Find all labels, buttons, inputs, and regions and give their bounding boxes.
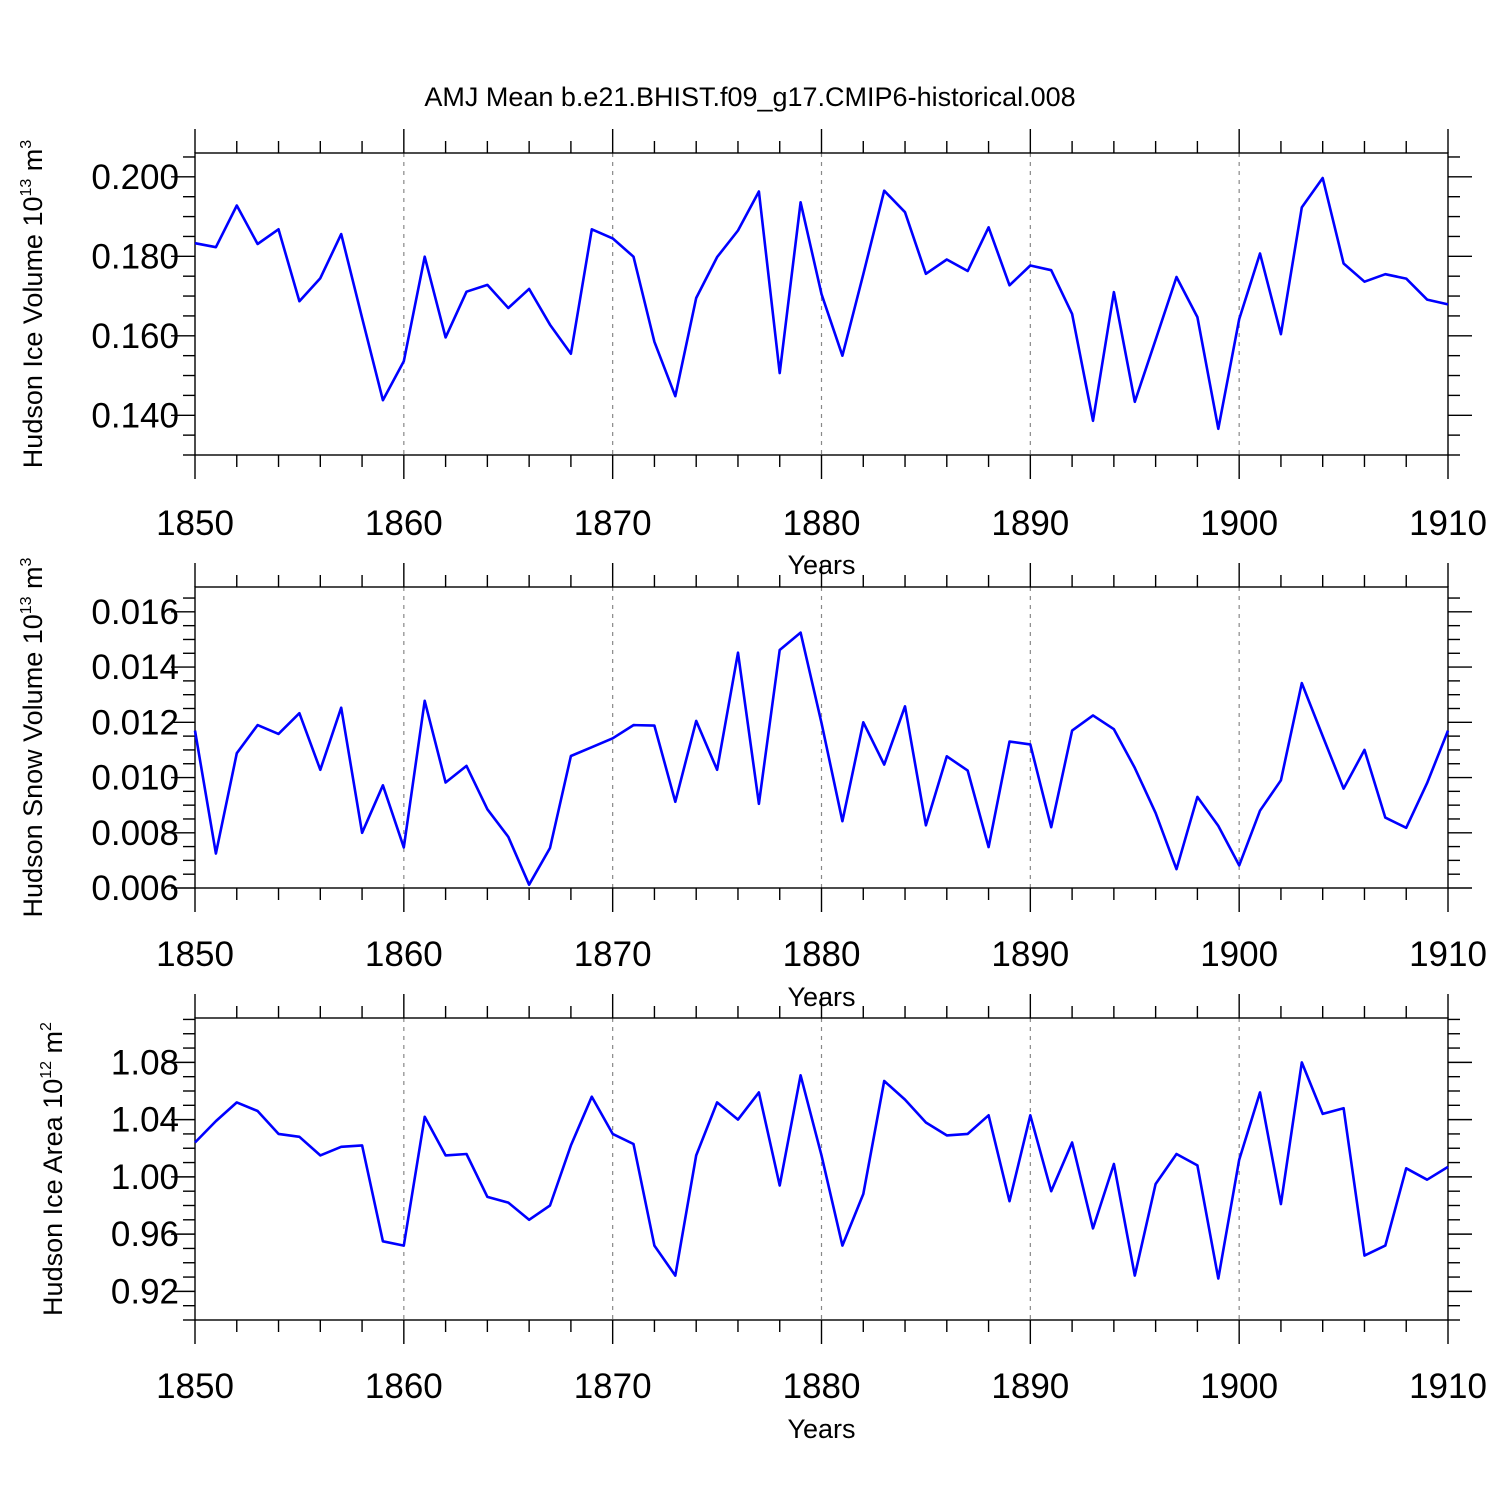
y-axis-label: Hudson Ice Volume 1013 m3 xyxy=(18,140,48,468)
y-tick-label: 0.010 xyxy=(91,759,179,798)
x-tick-label: 1870 xyxy=(574,1367,652,1406)
x-tick-label: 1870 xyxy=(574,504,652,543)
y-tick-label: 1.00 xyxy=(111,1158,179,1197)
y-tick-label: 0.160 xyxy=(91,317,179,356)
y-axis-label-unit: m xyxy=(18,566,48,596)
panel-2: 0.006 0.008 0.010 0.012 0.014 0.016 1850 1860 18… xyxy=(18,557,1487,1012)
y-tick-label: 0.008 xyxy=(91,814,179,853)
panel-3: 0.92 0.96 1.00 1.04 1.08 1850 1860 1870 1880 1890… xyxy=(38,994,1487,1444)
y-axis-label-unit-exponent: 3 xyxy=(18,140,35,149)
y-axis-label: Hudson Ice Area 1012 m2 xyxy=(38,1022,68,1316)
y-tick-label: 0.92 xyxy=(111,1272,179,1311)
x-tick-label: 1850 xyxy=(156,935,234,974)
x-tick-label: 1890 xyxy=(991,935,1069,974)
x-tick-label: 1860 xyxy=(365,1367,443,1406)
y-axis-label-exponent: 13 xyxy=(18,179,35,197)
y-axis-label-exponent: 13 xyxy=(18,596,35,614)
x-tick-label: 1850 xyxy=(156,504,234,543)
series-line xyxy=(193,631,1450,887)
y-axis-label-text: Hudson Ice Volume 10 xyxy=(18,197,48,469)
x-axis-label: Years xyxy=(787,1414,855,1444)
y-axis-label-unit-exponent: 3 xyxy=(18,557,35,566)
y-tick-label: 0.014 xyxy=(91,648,179,687)
y-tick-label: 0.140 xyxy=(91,396,179,435)
y-axis-label-text: Hudson Snow Volume 10 xyxy=(18,614,48,917)
x-tick-label: 1900 xyxy=(1200,504,1278,543)
x-tick-label: 1850 xyxy=(156,1367,234,1406)
x-tick-label: 1910 xyxy=(1409,504,1487,543)
x-tick-label: 1860 xyxy=(365,504,443,543)
x-tick-label: 1900 xyxy=(1200,1367,1278,1406)
x-tick-label: 1880 xyxy=(783,935,861,974)
x-tick-label: 1890 xyxy=(991,1367,1069,1406)
x-tick-label: 1910 xyxy=(1409,935,1487,974)
y-axis-label-unit: m xyxy=(18,149,48,179)
x-tick-label: 1900 xyxy=(1200,935,1278,974)
x-tick-label: 1860 xyxy=(365,935,443,974)
y-tick-label: 0.012 xyxy=(91,703,179,742)
y-tick-label: 1.08 xyxy=(111,1043,179,1082)
panel-1: 0.140 0.160 0.180 0.200 1850 1860 1870 1880 1890… xyxy=(18,129,1487,580)
y-axis-label-unit: m xyxy=(38,1031,68,1061)
x-tick-label: 1910 xyxy=(1409,1367,1487,1406)
y-tick-label: 0.006 xyxy=(91,869,179,908)
chart-title: AMJ Mean b.e21.BHIST.f09_g17.CMIP6-histo… xyxy=(424,82,1075,112)
y-tick-label: 0.016 xyxy=(91,593,179,632)
y-axis-label: Hudson Snow Volume 1013 m3 xyxy=(18,557,48,917)
y-axis-label-text: Hudson Ice Area 10 xyxy=(38,1079,68,1316)
series-line xyxy=(194,1061,1449,1280)
x-tick-label: 1890 xyxy=(991,504,1069,543)
y-tick-label: 0.180 xyxy=(91,237,179,276)
y-tick-label: 0.96 xyxy=(111,1215,179,1254)
x-tick-label: 1880 xyxy=(783,1367,861,1406)
y-axis-label-unit-exponent: 2 xyxy=(38,1022,55,1031)
x-tick-label: 1880 xyxy=(783,504,861,543)
y-axis-label-exponent: 12 xyxy=(38,1061,55,1079)
y-tick-label: 1.04 xyxy=(111,1101,179,1140)
x-tick-label: 1870 xyxy=(574,935,652,974)
y-tick-label: 0.200 xyxy=(91,158,179,197)
series-line xyxy=(194,176,1449,431)
